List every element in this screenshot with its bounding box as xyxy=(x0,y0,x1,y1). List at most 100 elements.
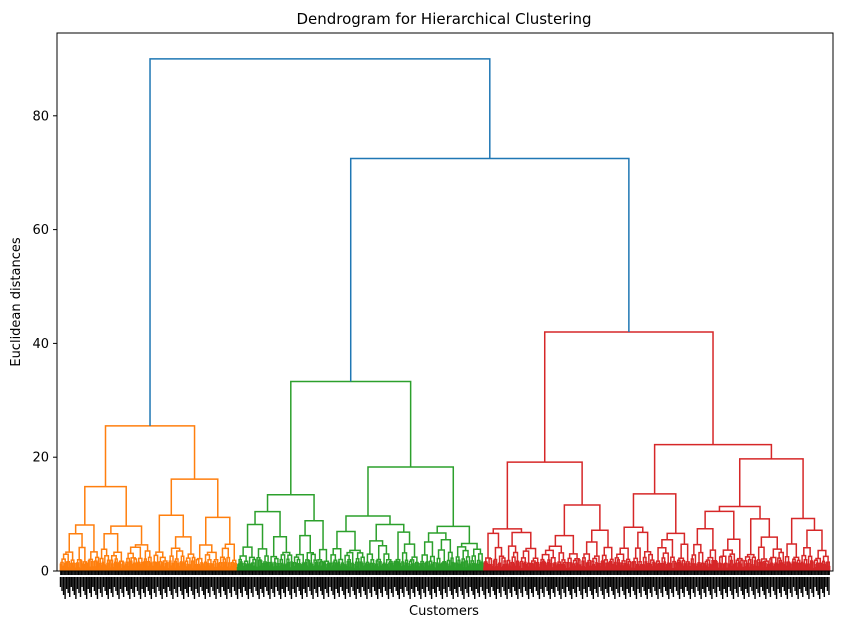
leaf-label xyxy=(780,577,782,597)
dendrogram-link xyxy=(373,565,376,571)
dendrogram-link xyxy=(436,565,440,571)
leaf-label xyxy=(612,577,615,595)
leaf-label xyxy=(555,577,558,587)
leaf-label xyxy=(723,577,725,589)
leaf-label xyxy=(648,577,650,589)
dendrogram-link xyxy=(826,565,829,571)
dendrogram-link xyxy=(162,566,166,571)
leaf-label xyxy=(772,577,775,591)
dendrogram-link xyxy=(316,565,320,571)
leaf-label xyxy=(87,577,89,589)
dendrogram-link xyxy=(439,565,442,571)
dendrogram-link xyxy=(798,566,801,571)
leaf-label xyxy=(809,577,812,589)
leaf-label xyxy=(689,577,692,599)
chart-title: Dendrogram for Hierarchical Clustering xyxy=(296,10,591,28)
leaf-label xyxy=(113,577,116,587)
leaf-label xyxy=(343,577,345,595)
leaf-label xyxy=(483,577,485,595)
leaf-label xyxy=(534,577,536,587)
leaf-label xyxy=(775,577,778,599)
leaf-label xyxy=(617,577,619,593)
leaf-label xyxy=(218,577,220,593)
leaf-label xyxy=(236,577,239,599)
leaf-label xyxy=(469,577,471,587)
leaf-label xyxy=(61,577,63,591)
leaf-label xyxy=(193,577,196,599)
leaf-label xyxy=(129,577,131,599)
leaf-label xyxy=(118,577,120,599)
dendrogram-link xyxy=(604,566,607,571)
leaf-label xyxy=(264,577,267,587)
leaf-label xyxy=(296,577,299,587)
dendrogram-link xyxy=(474,566,477,571)
leaf-label xyxy=(79,577,82,597)
dendrogram-link xyxy=(252,565,256,571)
leaf-label xyxy=(119,577,122,589)
leaf-label xyxy=(167,577,169,587)
dendrogram-link xyxy=(408,565,411,571)
leaf-label xyxy=(663,577,665,587)
dendrogram-link xyxy=(145,565,148,571)
dendrogram-link xyxy=(764,566,768,571)
leaf-label xyxy=(65,577,68,589)
dendrogram-link xyxy=(169,565,173,571)
leaf-label xyxy=(658,577,661,589)
leaf-label xyxy=(452,577,454,599)
leaf-label xyxy=(457,577,459,597)
dendrogram-link xyxy=(305,565,308,571)
dendrogram-link xyxy=(582,566,585,571)
leaf-label xyxy=(454,577,456,589)
leaf-label xyxy=(121,577,123,593)
leaf-label xyxy=(477,577,479,593)
dendrogram-link xyxy=(741,566,745,571)
dendrogram-link xyxy=(647,565,650,571)
leaf-label xyxy=(820,577,822,589)
leaf-label xyxy=(110,577,113,593)
leaf-label xyxy=(624,577,627,599)
leaf-label xyxy=(791,577,793,597)
dendrogram-link xyxy=(696,566,699,571)
leaf-label xyxy=(504,577,507,595)
dendrogram-link xyxy=(91,566,95,571)
dendrogram-link xyxy=(735,566,738,571)
leaf-label xyxy=(212,577,214,591)
leaf-label xyxy=(76,577,79,589)
leaf-label xyxy=(199,577,202,587)
dendrogram-link xyxy=(93,566,96,571)
leaf-label xyxy=(392,577,394,597)
dendrogram-link xyxy=(391,565,394,571)
leaf-label xyxy=(631,577,633,587)
leaf-label xyxy=(166,577,168,597)
leaf-label xyxy=(615,577,618,589)
dendrogram-link xyxy=(60,565,63,571)
leaf-label xyxy=(777,577,779,589)
dendrogram-link xyxy=(356,566,359,571)
leaf-label xyxy=(527,577,530,599)
leaf-label xyxy=(341,577,343,591)
leaf-label xyxy=(232,577,234,587)
leaf-label xyxy=(275,577,277,587)
leaf-label xyxy=(632,577,635,591)
leaf-label xyxy=(708,577,710,591)
dendrogram-link xyxy=(688,566,691,571)
leaf-label xyxy=(213,577,216,595)
dendrogram-link xyxy=(645,565,648,571)
leaf-label xyxy=(390,577,393,593)
leaf-label xyxy=(726,577,729,597)
leaf-label xyxy=(694,577,696,597)
leaf-label xyxy=(361,577,364,587)
dendrogram-link xyxy=(95,566,98,571)
leaf-label xyxy=(256,577,259,595)
leaf-label xyxy=(178,577,180,587)
dendrogram-link xyxy=(644,566,647,571)
dendrogram-link xyxy=(269,565,272,571)
leaf-label xyxy=(273,577,276,597)
leaf-label xyxy=(480,577,482,587)
dendrogram-link xyxy=(369,565,372,571)
leaf-label xyxy=(426,577,428,587)
leaf-label xyxy=(196,577,199,593)
leaf-label xyxy=(825,577,827,587)
leaf-label xyxy=(646,577,648,599)
leaf-label xyxy=(815,577,818,591)
